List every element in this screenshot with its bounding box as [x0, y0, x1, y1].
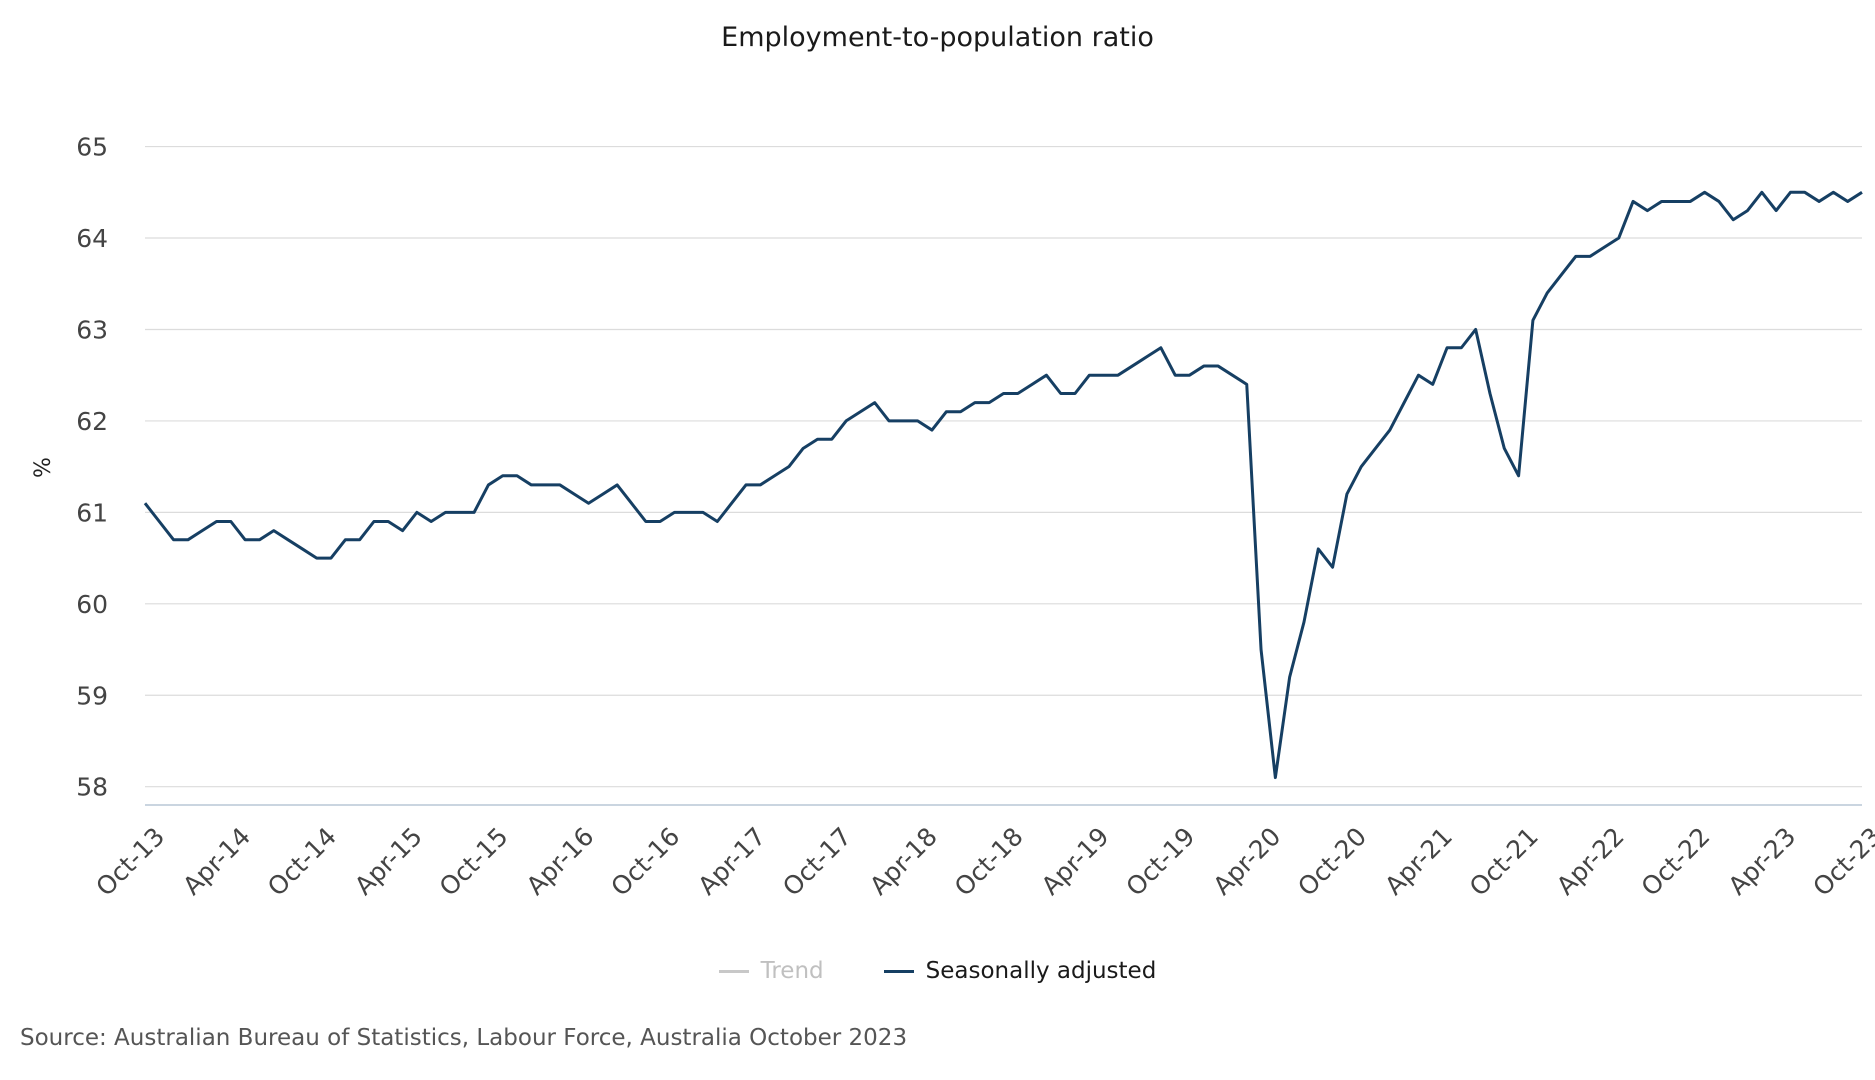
- gridlines: [145, 145, 1862, 788]
- x-tick-label: Apr-18: [864, 822, 943, 901]
- x-tick-label: Apr-22: [1551, 822, 1630, 901]
- y-tick-label: 59: [76, 681, 108, 710]
- y-tick-label: 61: [76, 498, 108, 527]
- x-tick-label: Oct-19: [1121, 822, 1201, 902]
- legend-item-trend[interactable]: Trend: [718, 958, 824, 984]
- x-tick-label: Apr-19: [1036, 822, 1115, 901]
- x-tick-label: Oct-16: [605, 822, 685, 902]
- legend-swatch-trend: [718, 969, 749, 973]
- x-tick-label: Oct-13: [90, 822, 170, 902]
- y-axis-label: %: [31, 457, 56, 478]
- x-tick-label: Oct-22: [1636, 822, 1716, 902]
- x-tick-label: Oct-23: [1807, 822, 1875, 902]
- x-tick-label: Oct-21: [1464, 822, 1544, 902]
- x-tick-label: Apr-15: [349, 822, 428, 901]
- x-tick-label: Apr-17: [692, 822, 771, 901]
- x-tick-label: Oct-15: [434, 822, 514, 902]
- legend-item-seasonally-adjusted[interactable]: Seasonally adjusted: [883, 958, 1157, 984]
- legend-label-seasonally-adjusted: Seasonally adjusted: [925, 958, 1157, 984]
- y-tick-label: 63: [76, 315, 108, 344]
- source-note: Source: Australian Bureau of Statistics,…: [20, 1025, 908, 1051]
- x-tick-label: Oct-14: [262, 822, 342, 902]
- y-tick-label: 58: [76, 773, 108, 802]
- x-tick-label: Apr-20: [1207, 822, 1286, 901]
- legend: Trend Seasonally adjusted: [0, 958, 1875, 984]
- y-axis-ticks: 58 59 60 61 62 63 64 65: [76, 133, 108, 802]
- x-tick-label: Oct-20: [1292, 822, 1372, 902]
- x-tick-label: Apr-21: [1379, 822, 1458, 901]
- x-tick-label: Apr-14: [177, 822, 256, 901]
- x-tick-label: Apr-23: [1723, 822, 1802, 901]
- y-tick-label: 60: [76, 590, 108, 619]
- chart-title: Employment-to-population ratio: [721, 22, 1154, 53]
- legend-label-trend: Trend: [760, 958, 824, 984]
- x-axis-ticks: Oct-13 Apr-14 Oct-14 Apr-15 Oct-15 Apr-16 Oct-…: [90, 822, 1875, 902]
- y-tick-label: 65: [76, 133, 108, 162]
- x-tick-label: Oct-18: [949, 822, 1029, 902]
- legend-swatch-seasonally-adjusted: [883, 969, 914, 973]
- x-tick-label: Apr-16: [521, 822, 600, 901]
- x-tick-label: Oct-17: [777, 822, 857, 902]
- series-line-seasonally-adjusted[interactable]: [143, 190, 1863, 780]
- y-tick-label: 62: [76, 407, 108, 436]
- y-tick-label: 64: [76, 224, 108, 253]
- series-layer: [143, 190, 1863, 780]
